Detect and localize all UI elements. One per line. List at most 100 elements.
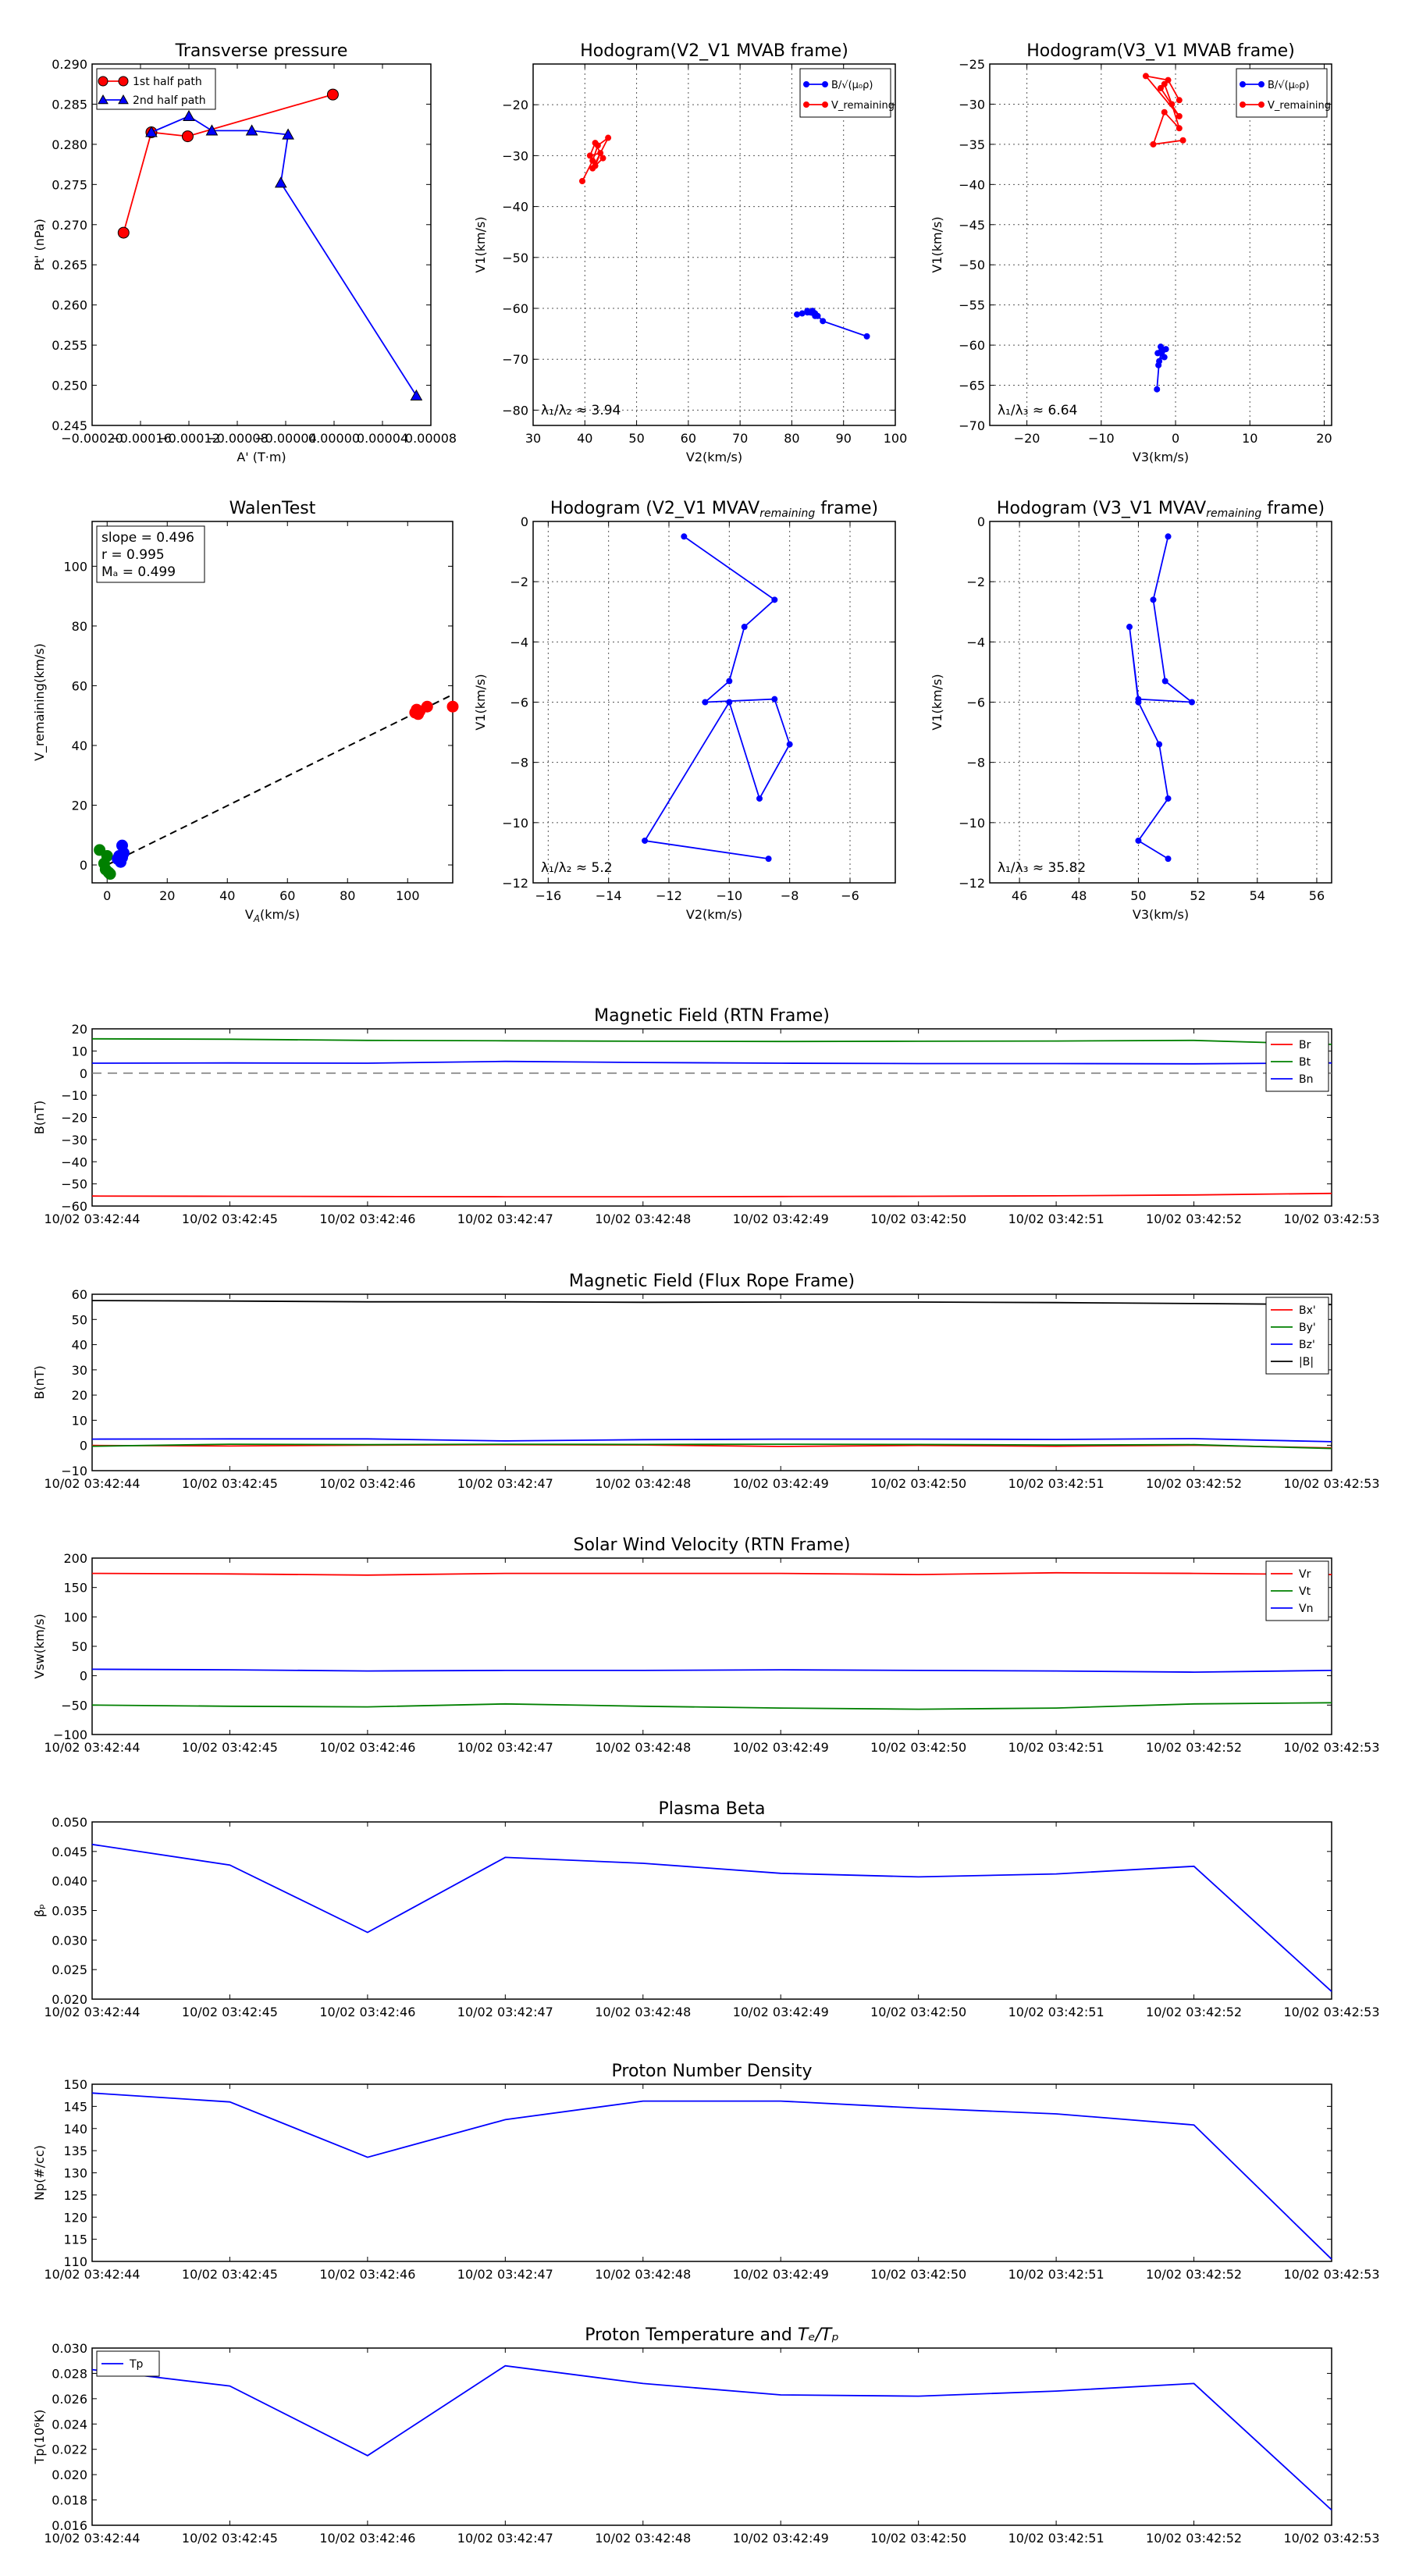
h2-ytick-label: −50 (959, 258, 985, 272)
h1-point (809, 308, 816, 315)
h3-point (741, 624, 748, 631)
np-panel: 10/02 03:42:44 10/02 03:42:45 10/02 03:42:… (32, 2062, 1380, 2282)
pt-ytick-label: 0.255 (52, 338, 87, 353)
beta-xtick-label: 10/02 03:42:44 (44, 2005, 140, 2019)
bfr-xtick-label: 10/02 03:42:50 (870, 1476, 966, 1491)
h4-title-rest: frame) (1261, 499, 1325, 518)
h2-legend-label: V_remaining (1268, 100, 1331, 112)
vsw-title: Solar Wind Velocity (RTN Frame) (574, 1535, 851, 1555)
h1-xtick-label: 50 (628, 431, 644, 446)
h3-annotation: λ₁/λ₂ ≈ 5.2 (541, 860, 613, 876)
h4-point (1156, 741, 1163, 748)
beta-ytick-label: 0.040 (52, 1874, 87, 1889)
pt-legend-marker (118, 94, 129, 105)
h3-xtick-label: −12 (656, 888, 682, 903)
h3-ytick-label: −4 (510, 635, 528, 649)
vsw-xtick-label: 10/02 03:42:52 (1146, 1740, 1242, 1755)
h1-axes-frame (532, 63, 896, 426)
h1-legend-marker (803, 101, 809, 108)
np-ytick-label: 145 (63, 2099, 87, 2114)
walen-xtick-label: 60 (279, 888, 295, 903)
h2-ytick-label: −40 (959, 177, 985, 192)
h2-title: Hodogram(V3_V1 MVAB frame) (1026, 41, 1295, 61)
bmag-xtick-label: 10/02 03:42:50 (870, 1212, 966, 1226)
bmag-xtick-label: 10/02 03:42:46 (319, 1212, 415, 1226)
bfr-series-Bz-line (91, 1438, 1332, 1443)
walen-xlabel-sub: A (253, 913, 260, 924)
h1-xtick-label: 80 (784, 431, 799, 446)
bfr-xtick-label: 10/02 03:42:51 (1008, 1476, 1104, 1491)
h2-point (1161, 80, 1168, 87)
np-xtick-label: 10/02 03:42:50 (870, 2267, 966, 2282)
tp-ytick-label: 0.024 (52, 2417, 87, 2432)
np-xtick-label: 10/02 03:42:51 (1008, 2267, 1104, 2282)
h4-ytick-label: −8 (966, 756, 985, 770)
walen-xtick-label: 0 (103, 888, 111, 903)
tp-xtick-label: 10/02 03:42:50 (870, 2531, 966, 2546)
pt-ytick-label: 0.260 (52, 298, 87, 313)
bmag-ytick-label: 10 (72, 1044, 87, 1059)
walen-ytick-label: 20 (72, 799, 87, 813)
h2-point (1150, 141, 1157, 148)
np-title: Proton Number Density (612, 2062, 813, 2081)
bfr-ytick-label: 60 (72, 1287, 87, 1302)
h4-point (1135, 699, 1142, 706)
h3-ytick-label: −8 (510, 756, 528, 770)
bmag-ytick-label: −40 (61, 1155, 87, 1169)
pt-point (183, 109, 195, 121)
h3-xtick-label: −16 (535, 888, 561, 903)
beta-series-beta-line (91, 1843, 1332, 1992)
vsw-series-Vt-line (91, 1702, 1332, 1710)
tp-xtick-label: 10/02 03:42:52 (1146, 2531, 1242, 2546)
bfr-legend: Bx' By' Bz' |B| (1265, 1297, 1329, 1375)
vsw-xtick-label: 10/02 03:42:45 (182, 1740, 278, 1755)
bmag-legend-label: Bt (1299, 1056, 1311, 1069)
h2-legend: B/√(μ₀ρ) V_remaining (1236, 68, 1331, 118)
h3-xlabel: V2(km/s) (686, 907, 742, 922)
pt-point (282, 128, 294, 140)
h1-line-1 (582, 137, 609, 182)
beta-xtick-label: 10/02 03:42:45 (182, 2005, 278, 2019)
tp-ytick-label: 0.020 (52, 2467, 87, 2482)
bmag-ytick-label: −10 (61, 1088, 87, 1103)
h3-point (756, 795, 763, 802)
h4-point (1188, 699, 1195, 706)
pt-ytick-label: 0.280 (52, 137, 87, 152)
h1-ytick-label: −60 (502, 301, 528, 316)
beta-ytick-label: 0.030 (52, 1933, 87, 1948)
pt-axes-frame (91, 63, 432, 426)
walen-stat-ma: Mₐ = 0.499 (101, 564, 176, 580)
bmag-series-Br-line (91, 1192, 1332, 1197)
tp-title-main: Proton Temperature and (585, 2325, 798, 2345)
h4-xtick-label: 56 (1309, 888, 1325, 903)
beta-xtick-label: 10/02 03:42:51 (1008, 2005, 1104, 2019)
h1-legend-marker (803, 81, 809, 87)
pt-xtick-label: 0.00008 (405, 431, 457, 446)
bfr-ylabel: B(nT) (32, 1365, 47, 1399)
walen-point (446, 700, 459, 713)
beta-ytick-label: 0.025 (52, 1962, 87, 1977)
beta-xtick-label: 10/02 03:42:48 (595, 2005, 691, 2019)
h4-annotation: λ₁/λ₃ ≈ 35.82 (998, 860, 1086, 876)
h3-xtick-label: −10 (716, 888, 742, 903)
h2-legend-marker (1258, 81, 1264, 87)
h2-xtick-label: 0 (1172, 431, 1179, 446)
h2-point (1142, 73, 1149, 80)
pt-legend-marker (98, 76, 108, 87)
bmag-xtick-label: 10/02 03:42:51 (1008, 1212, 1104, 1226)
h1-xlabel: V2(km/s) (686, 450, 742, 464)
walen-xtick-label: 40 (219, 888, 235, 903)
tp-ytick-label: 0.022 (52, 2443, 87, 2457)
bmag-legend: Br Bt Bn (1265, 1031, 1329, 1092)
np-ytick-label: 130 (63, 2166, 87, 2181)
h1-point (592, 140, 599, 147)
h1-xtick-label: 40 (577, 431, 592, 446)
h2-point (1176, 97, 1183, 104)
h2-point (1176, 112, 1183, 119)
pt-ytick-label: 0.265 (52, 258, 87, 272)
h3-point (726, 699, 733, 706)
bmag-ytick-label: 0 (80, 1066, 87, 1081)
vsw-ytick-label: −100 (53, 1727, 87, 1742)
h2-ytick-label: −45 (959, 218, 985, 233)
beta-ytick-label: 0.050 (52, 1815, 87, 1830)
